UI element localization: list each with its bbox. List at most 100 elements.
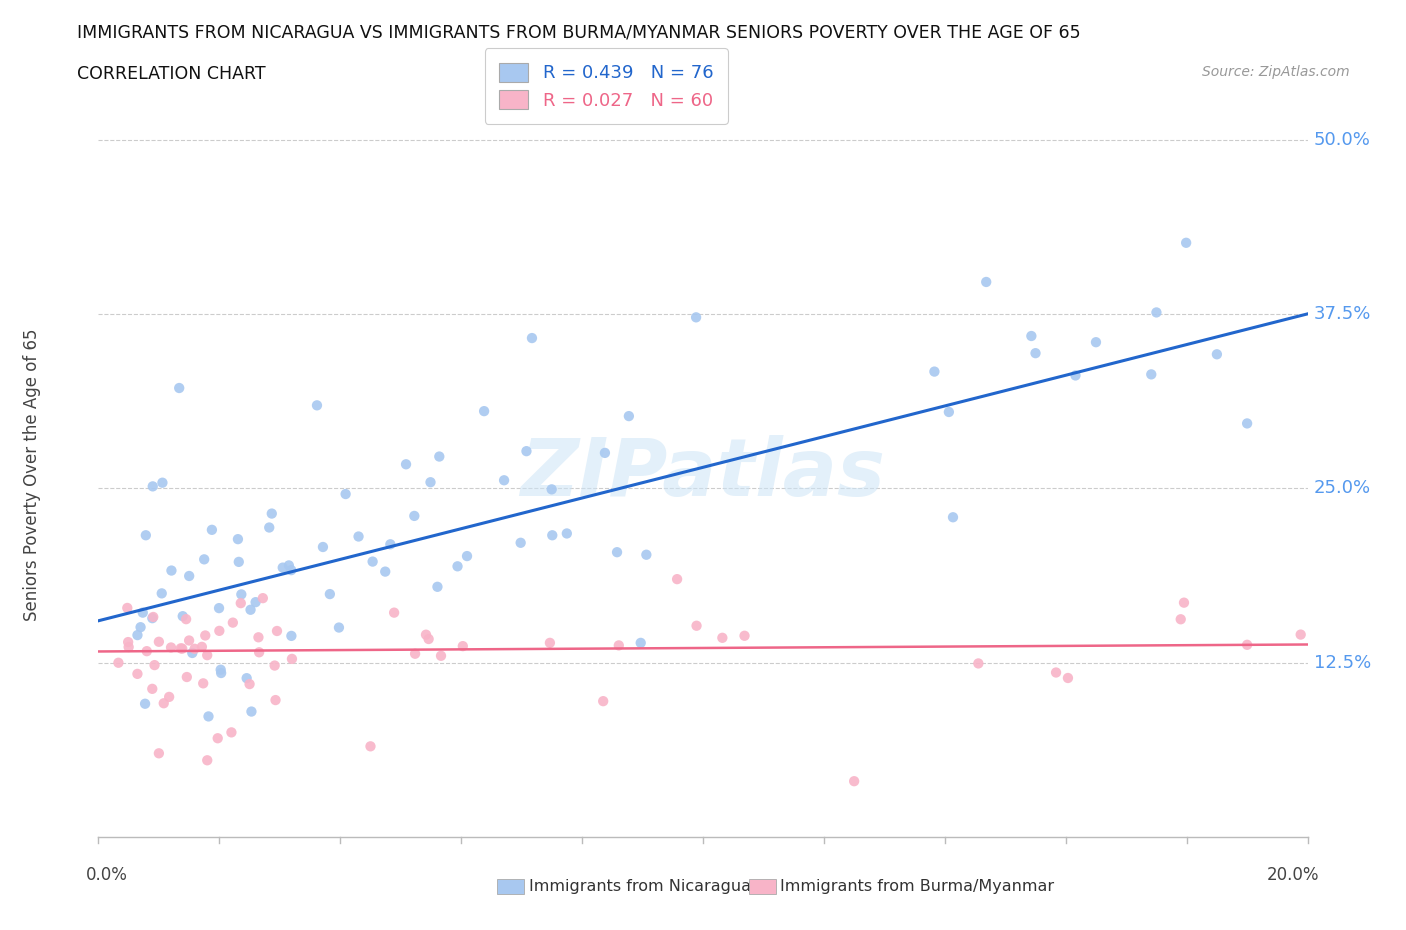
Point xyxy=(374,565,396,579)
Point xyxy=(685,618,707,633)
Point xyxy=(260,506,283,521)
Text: Seniors Poverty Over the Age of 65: Seniors Poverty Over the Age of 65 xyxy=(22,328,41,620)
Point xyxy=(382,605,405,620)
Point xyxy=(263,658,285,673)
Point xyxy=(280,563,302,578)
Point xyxy=(201,523,224,538)
Point xyxy=(974,274,997,289)
Point xyxy=(277,558,299,573)
Text: ZIPatlas: ZIPatlas xyxy=(520,435,886,513)
Point xyxy=(271,560,294,575)
Point xyxy=(734,629,756,644)
Point xyxy=(207,731,229,746)
Point xyxy=(541,528,564,543)
Point xyxy=(257,520,280,535)
Point xyxy=(472,404,495,418)
Point xyxy=(1289,627,1312,642)
Point xyxy=(160,640,183,655)
Point xyxy=(143,658,166,672)
Point xyxy=(281,651,304,666)
Point xyxy=(347,529,370,544)
Point xyxy=(446,559,468,574)
Point xyxy=(515,444,537,458)
Point xyxy=(520,331,543,346)
Point xyxy=(245,594,267,609)
Point xyxy=(942,510,965,525)
Point xyxy=(235,671,257,685)
Point xyxy=(183,642,205,657)
Point xyxy=(170,641,193,656)
Point xyxy=(174,612,197,627)
Point xyxy=(193,676,215,691)
Point xyxy=(636,547,658,562)
Point xyxy=(127,667,149,682)
Point xyxy=(172,609,194,624)
Point xyxy=(494,472,516,487)
Point xyxy=(1021,328,1043,343)
Point xyxy=(380,537,402,551)
Point xyxy=(540,482,562,497)
Point xyxy=(179,633,201,648)
Text: Immigrants from Burma/Myanmar: Immigrants from Burma/Myanmar xyxy=(780,879,1054,894)
Point xyxy=(167,380,190,395)
Point xyxy=(191,640,214,655)
Point xyxy=(305,398,328,413)
Point xyxy=(117,601,139,616)
Text: 37.5%: 37.5% xyxy=(1313,305,1371,323)
Point xyxy=(328,620,350,635)
Point xyxy=(1206,347,1229,362)
Point xyxy=(160,563,183,578)
Point xyxy=(229,596,252,611)
Point xyxy=(134,697,156,711)
Point xyxy=(152,696,174,711)
Point xyxy=(404,509,426,524)
Point xyxy=(264,693,287,708)
Point xyxy=(1144,305,1167,320)
Point xyxy=(1236,416,1258,431)
Point xyxy=(266,623,288,638)
Text: CORRELATION CHART: CORRELATION CHART xyxy=(77,65,266,83)
Text: Source: ZipAtlas.com: Source: ZipAtlas.com xyxy=(1202,65,1350,79)
Point xyxy=(195,647,218,662)
Point xyxy=(844,774,866,789)
Point xyxy=(135,644,157,658)
Point xyxy=(129,619,152,634)
FancyBboxPatch shape xyxy=(749,879,776,894)
Point xyxy=(451,639,474,654)
Text: 12.5%: 12.5% xyxy=(1313,654,1371,671)
Point xyxy=(208,623,231,638)
Text: 0.0%: 0.0% xyxy=(86,866,128,884)
Point xyxy=(194,628,217,643)
Point xyxy=(226,532,249,547)
Point xyxy=(142,479,165,494)
Point xyxy=(148,746,170,761)
Point xyxy=(426,579,449,594)
Text: 20.0%: 20.0% xyxy=(1267,866,1320,884)
Point xyxy=(141,682,163,697)
Point xyxy=(711,631,734,645)
Point xyxy=(418,631,440,646)
Point xyxy=(1173,595,1195,610)
Point xyxy=(1045,665,1067,680)
Point xyxy=(118,640,141,655)
Point xyxy=(967,656,990,671)
Point xyxy=(179,568,201,583)
Point xyxy=(141,611,163,626)
Point xyxy=(456,549,478,564)
Point xyxy=(606,545,628,560)
FancyBboxPatch shape xyxy=(498,879,524,894)
Point xyxy=(509,536,531,551)
Point xyxy=(239,677,262,692)
Point xyxy=(1175,235,1198,250)
Point xyxy=(404,646,426,661)
Point xyxy=(172,641,194,656)
Point xyxy=(280,629,302,644)
Point xyxy=(107,656,129,671)
Text: 50.0%: 50.0% xyxy=(1313,130,1371,149)
Point xyxy=(231,587,253,602)
Point xyxy=(335,486,357,501)
Point xyxy=(361,554,384,569)
Text: IMMIGRANTS FROM NICARAGUA VS IMMIGRANTS FROM BURMA/MYANMAR SENIORS POVERTY OVER : IMMIGRANTS FROM NICARAGUA VS IMMIGRANTS … xyxy=(77,23,1081,41)
Point xyxy=(593,445,616,460)
Point xyxy=(148,634,170,649)
